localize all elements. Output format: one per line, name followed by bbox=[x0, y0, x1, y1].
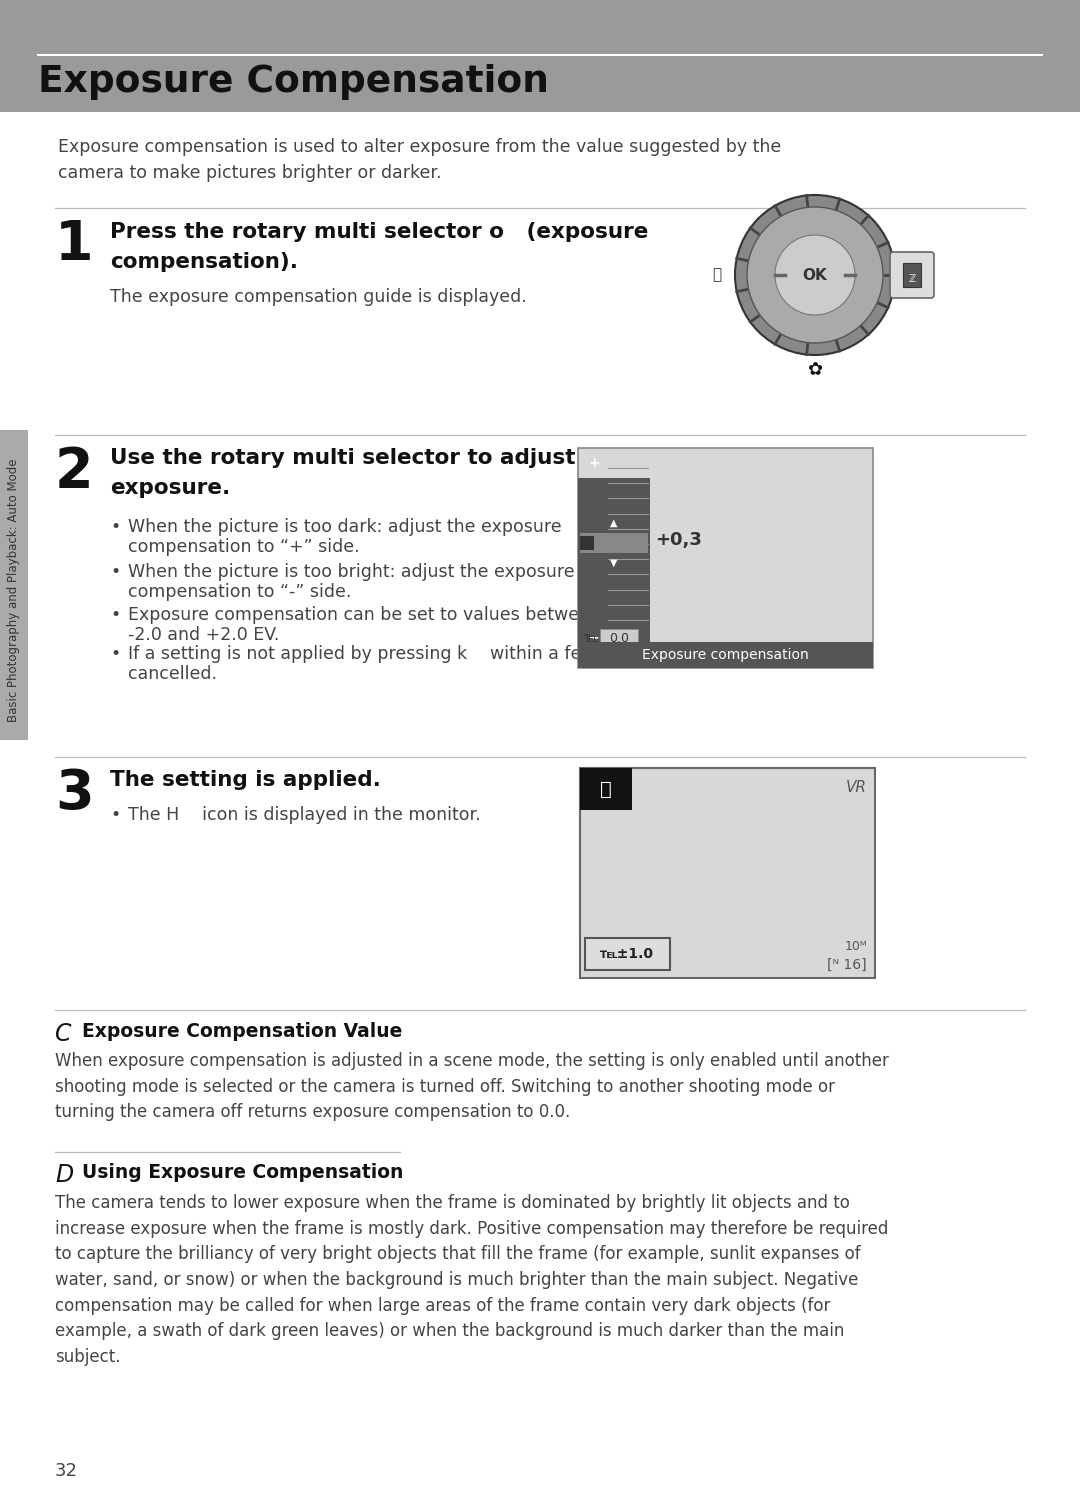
Text: The camera tends to lower exposure when the frame is dominated by brightly lit o: The camera tends to lower exposure when … bbox=[55, 1193, 889, 1366]
Text: Exposure compensation is used to alter exposure from the value suggested by the
: Exposure compensation is used to alter e… bbox=[58, 138, 781, 181]
Text: The setting is applied.: The setting is applied. bbox=[110, 770, 381, 791]
Bar bbox=[580, 533, 648, 553]
Text: •: • bbox=[110, 805, 120, 825]
Text: 32: 32 bbox=[55, 1462, 78, 1480]
Bar bbox=[0, 429, 28, 740]
Bar bbox=[578, 478, 650, 669]
Text: When the picture is too dark: adjust the exposure: When the picture is too dark: adjust the… bbox=[129, 519, 562, 536]
Circle shape bbox=[775, 235, 855, 315]
Text: •: • bbox=[110, 519, 120, 536]
Text: [ᴺ 16]: [ᴺ 16] bbox=[827, 958, 867, 972]
Text: OK: OK bbox=[802, 267, 827, 282]
Text: compensation to “-” side.: compensation to “-” side. bbox=[129, 583, 351, 600]
Bar bbox=[0, 0, 1080, 111]
Text: +: + bbox=[588, 456, 599, 470]
Text: exposure.: exposure. bbox=[110, 478, 230, 498]
Text: Use the rotary multi selector to adjust: Use the rotary multi selector to adjust bbox=[110, 447, 576, 468]
Text: +0,3: +0,3 bbox=[654, 531, 702, 548]
Text: cancelled.: cancelled. bbox=[129, 666, 217, 684]
Bar bbox=[580, 768, 875, 978]
Bar bbox=[580, 768, 632, 810]
Text: 0.0: 0.0 bbox=[609, 632, 629, 645]
Text: ℡: ℡ bbox=[583, 632, 598, 645]
Text: Using Exposure Compensation: Using Exposure Compensation bbox=[82, 1164, 403, 1181]
Text: Exposure Compensation: Exposure Compensation bbox=[38, 64, 549, 100]
Text: ℤ: ℤ bbox=[908, 273, 916, 284]
Bar bbox=[585, 938, 670, 970]
Bar bbox=[578, 447, 873, 669]
Text: Exposure compensation can be set to values between: Exposure compensation can be set to valu… bbox=[129, 606, 600, 624]
Text: ▼: ▼ bbox=[610, 559, 618, 568]
Text: ℡±1.0: ℡±1.0 bbox=[600, 947, 654, 961]
Text: compensation to “+” side.: compensation to “+” side. bbox=[129, 538, 360, 556]
Text: 2: 2 bbox=[55, 444, 94, 499]
Bar bbox=[578, 642, 873, 669]
Text: ▲: ▲ bbox=[610, 519, 618, 528]
Text: The H  icon is displayed in the monitor.: The H icon is displayed in the monitor. bbox=[129, 805, 481, 825]
Bar bbox=[600, 629, 638, 646]
Text: Basic Photography and Playback: Auto Mode: Basic Photography and Playback: Auto Mod… bbox=[8, 458, 21, 722]
Text: 3: 3 bbox=[55, 767, 94, 820]
Text: •: • bbox=[110, 606, 120, 624]
Text: 1: 1 bbox=[55, 218, 94, 272]
FancyBboxPatch shape bbox=[890, 253, 934, 299]
Text: •: • bbox=[110, 645, 120, 663]
Text: Exposure Compensation Value: Exposure Compensation Value bbox=[82, 1022, 403, 1042]
Text: compensation).: compensation). bbox=[110, 253, 298, 272]
Text: Exposure compensation: Exposure compensation bbox=[642, 648, 808, 661]
Text: ⌛: ⌛ bbox=[713, 267, 721, 282]
Text: D: D bbox=[55, 1164, 73, 1187]
Text: VR: VR bbox=[846, 780, 867, 795]
Bar bbox=[580, 536, 594, 550]
Text: -2.0 and +2.0 EV.: -2.0 and +2.0 EV. bbox=[129, 626, 280, 643]
Text: C: C bbox=[55, 1022, 71, 1046]
Text: When the picture is too bright: adjust the exposure: When the picture is too bright: adjust t… bbox=[129, 563, 575, 581]
Text: When exposure compensation is adjusted in a scene mode, the setting is only enab: When exposure compensation is adjusted i… bbox=[55, 1052, 889, 1122]
Text: The exposure compensation guide is displayed.: The exposure compensation guide is displ… bbox=[110, 288, 527, 306]
Text: 📷: 📷 bbox=[600, 780, 612, 798]
Text: ✿: ✿ bbox=[808, 361, 823, 379]
Circle shape bbox=[747, 207, 883, 343]
Text: 10ᴹ: 10ᴹ bbox=[845, 941, 867, 953]
Text: Press the rotary multi selector o   (exposure: Press the rotary multi selector o (expos… bbox=[110, 221, 648, 242]
Text: •: • bbox=[110, 563, 120, 581]
Bar bbox=[903, 263, 921, 287]
Text: −: − bbox=[588, 630, 599, 643]
Circle shape bbox=[735, 195, 895, 355]
Text: ⚡: ⚡ bbox=[809, 224, 821, 244]
Text: If a setting is not applied by pressing k  within a few seconds, the selection w: If a setting is not applied by pressing … bbox=[129, 645, 859, 663]
